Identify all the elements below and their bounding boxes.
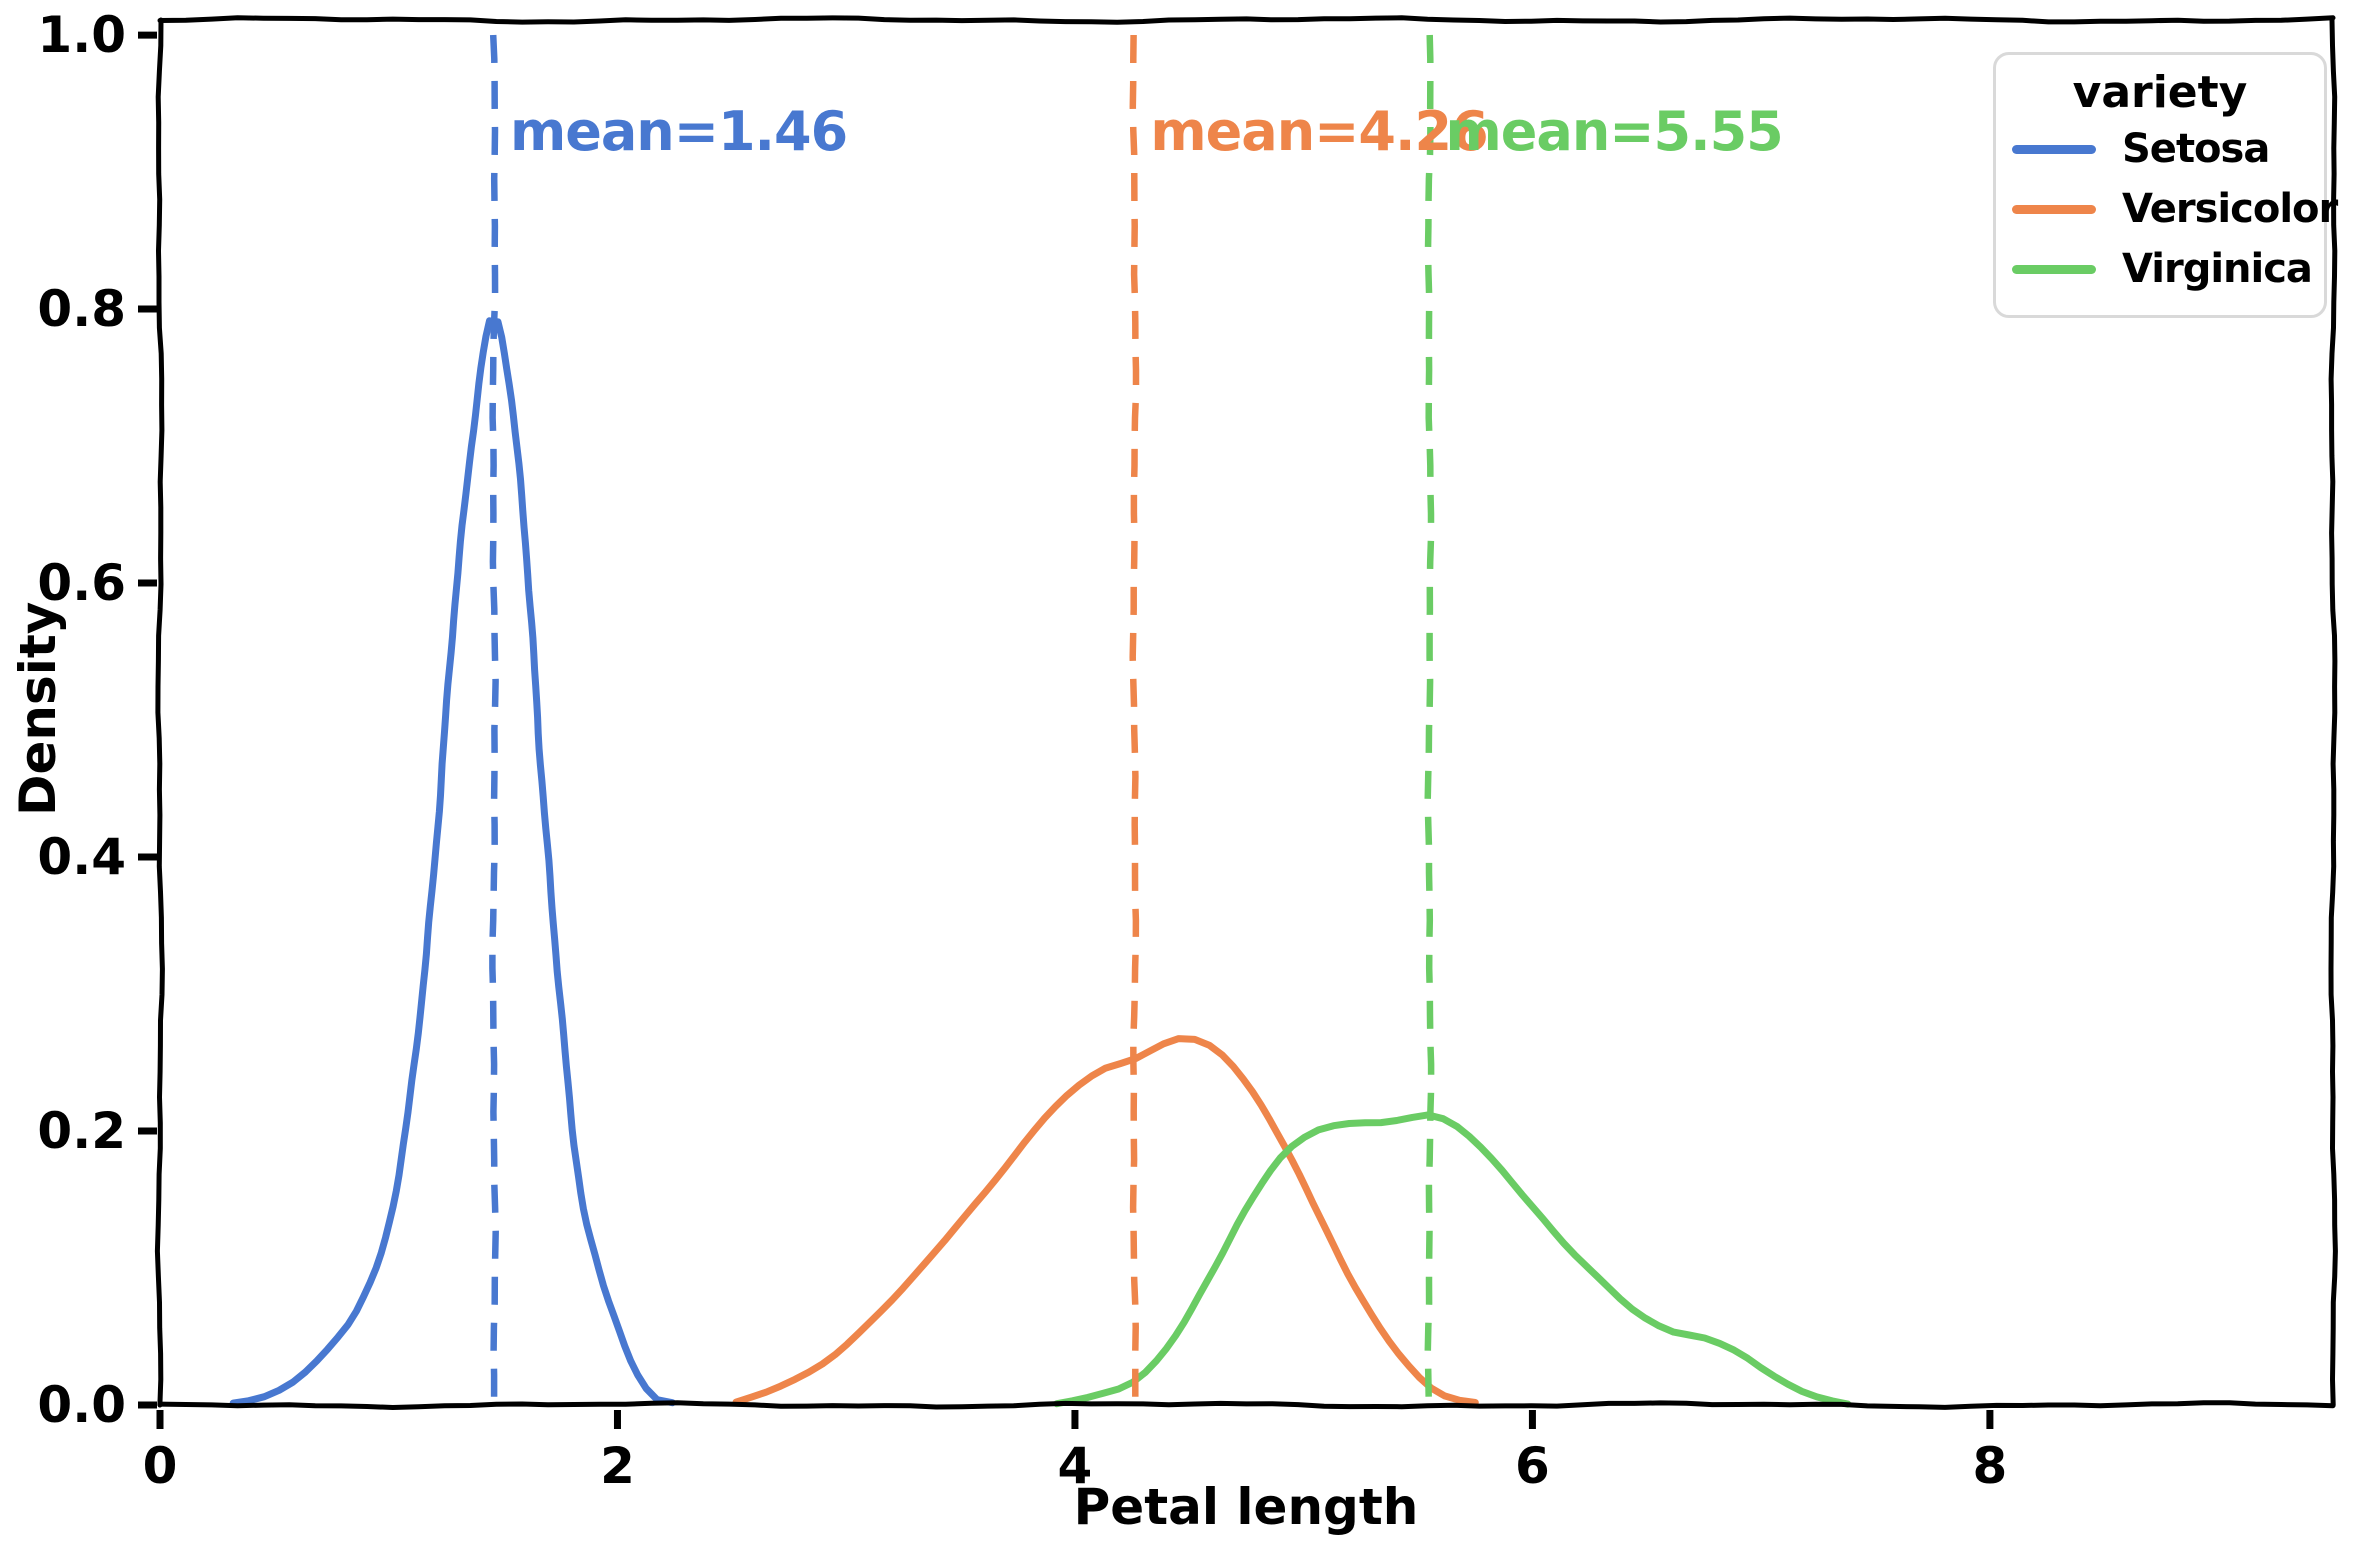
kde-curve-versicolor [732, 1035, 1479, 1406]
x-tick-label: 8 [1972, 1437, 2007, 1495]
y-tick-label: 0.0 [37, 1376, 126, 1434]
y-tick-label: 0.2 [37, 1102, 126, 1160]
kde-curve-setosa [229, 317, 676, 1407]
spine-top [157, 15, 2336, 25]
x-tick-label: 6 [1515, 1437, 1550, 1495]
mean-line-virginica [1424, 34, 1435, 1400]
y-tick-label: 0.4 [37, 828, 126, 886]
mean-line-setosa [489, 34, 499, 1399]
mean-annotation-versicolor: mean=4.26 [1150, 100, 1488, 163]
x-tick-label: 4 [1058, 1437, 1093, 1495]
versicolor-line-swatch [2012, 204, 2096, 214]
legend-label-setosa: Setosa [2122, 126, 2270, 172]
spine-left [154, 17, 165, 1408]
legend-title: variety [2072, 67, 2248, 118]
x-axis-label: Petal length [1073, 1478, 1419, 1536]
setosa-line-swatch [2012, 144, 2096, 154]
legend-label-versicolor: Versicolor [2122, 186, 2338, 232]
x-tick-label: 0 [143, 1437, 178, 1495]
y-tick-label: 0.8 [37, 280, 126, 338]
mean-annotation-setosa: mean=1.46 [509, 100, 848, 163]
mean-line-versicolor [1129, 34, 1140, 1399]
spine-bottom [157, 1400, 2336, 1410]
legend-label-virginica: Virginica [2122, 246, 2313, 292]
spine-right [2328, 17, 2338, 1408]
kde-curve-virginica [1053, 1111, 1852, 1408]
mean-annotation-virginica: mean=5.55 [1445, 100, 1783, 163]
legend-box: variety Setosa Versicolor Virginica [1993, 52, 2338, 318]
legend-item-virginica: Virginica [1996, 239, 2324, 299]
virginica-line-swatch [2012, 264, 2096, 274]
x-tick-label: 2 [600, 1437, 635, 1495]
y-axis-label: Density [9, 601, 67, 816]
y-tick-label: 0.6 [37, 554, 126, 612]
y-tick-label: 1.0 [37, 6, 126, 64]
legend-item-versicolor: Versicolor [1996, 179, 2338, 239]
legend-item-setosa: Setosa [1996, 119, 2324, 179]
